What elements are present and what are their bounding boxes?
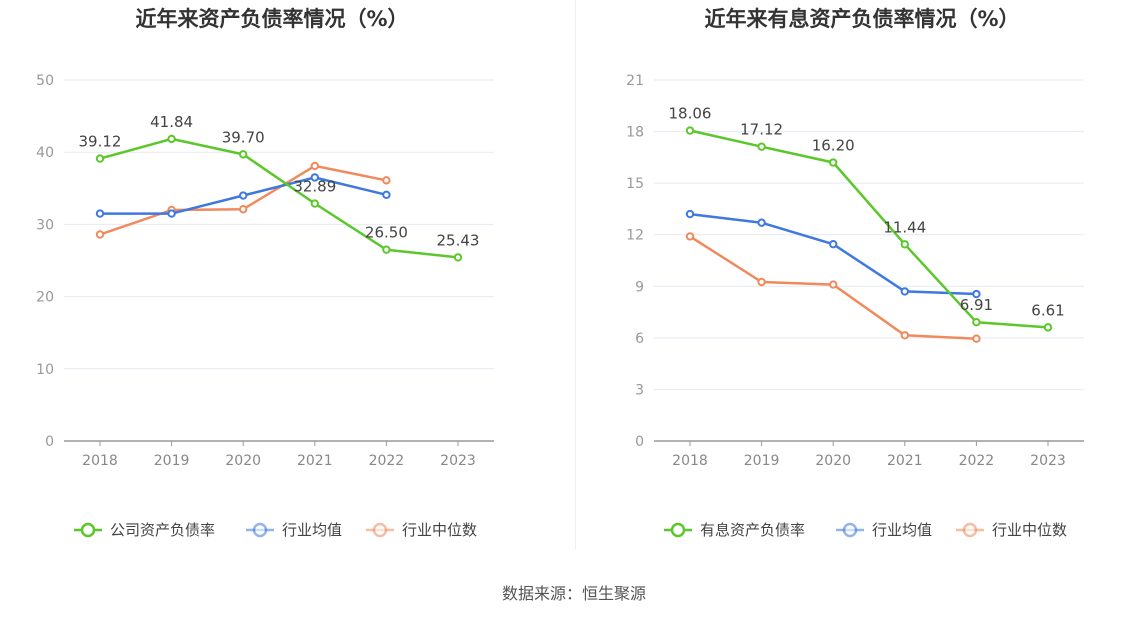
debt-ratio-chart-panel: 近年来资产负债率情况（%） 0 10 20 30 40 50 2018 2019 2020 2021… [0, 0, 574, 560]
data-point [382, 190, 391, 199]
series-line [99, 137, 459, 259]
data-point [972, 289, 981, 299]
data-point [829, 280, 838, 289]
data-label: 16.20 [812, 137, 855, 155]
data-label: 26.50 [365, 224, 408, 242]
data-point [685, 232, 695, 241]
data-point [239, 205, 248, 214]
data-point [167, 209, 176, 218]
y-tick-label: 0 [635, 434, 644, 450]
legend-label: 行业中位数 [402, 521, 477, 539]
data-point [757, 218, 766, 227]
y-tick-label: 6 [635, 331, 644, 347]
x-tick-label: 2023 [1030, 453, 1066, 469]
x-tick-label: 2022 [369, 453, 405, 469]
data-point [95, 230, 105, 239]
data-point [900, 331, 909, 340]
x-tick-label: 2023 [440, 453, 476, 469]
chart-title: 近年来资产负债率情况（%） [135, 7, 408, 31]
data-label: 41.84 [150, 113, 193, 131]
legend-label: 公司资产负债率 [110, 521, 215, 539]
x-tick-label: 2019 [154, 453, 190, 469]
y-tick-label: 15 [626, 176, 644, 192]
x-tick-label: 2022 [959, 453, 995, 469]
y-tick-label: 10 [36, 362, 54, 378]
y-tick-label: 21 [626, 73, 644, 89]
y-tick-label: 20 [36, 290, 54, 306]
x-tick-label: 2020 [225, 453, 261, 469]
data-label: 6.61 [1031, 301, 1064, 319]
interest-debt-ratio-chart: 近年来有息资产负债率情况（%） 0 3 6 9 12 15 18 21 2018 2019 2020 2… [626, 7, 1084, 539]
data-point [900, 287, 909, 296]
data-source-note: 数据来源：恒生聚源 [501, 584, 646, 603]
data-point [829, 158, 838, 167]
legend-label: 行业中位数 [992, 521, 1067, 539]
legend-marker [252, 522, 268, 538]
data-point [757, 277, 766, 287]
data-point [382, 176, 391, 185]
data-point [685, 126, 695, 135]
legend-marker [372, 522, 388, 538]
legend-marker [80, 522, 96, 538]
interest-debt-ratio-chart-panel: 近年来有息资产负债率情况（%） 0 3 6 9 12 15 18 21 2018 2019 2020 2… [574, 0, 1148, 560]
data-point [239, 150, 248, 159]
data-point [239, 191, 248, 200]
data-point [167, 134, 176, 144]
data-label: 39.70 [222, 128, 265, 146]
series-line [689, 129, 1049, 329]
debt-ratio-chart: 近年来资产负债率情况（%） 0 10 20 30 40 50 2018 2019 2020 2021… [36, 7, 494, 539]
y-tick-label: 30 [36, 217, 54, 233]
legend-marker [842, 522, 858, 538]
y-tick-label: 40 [36, 145, 54, 161]
x-tick-label: 2021 [297, 453, 333, 469]
y-tick-label: 50 [36, 73, 54, 89]
chart-title: 近年来有息资产负债率情况（%） [704, 7, 1019, 31]
legend-marker [670, 522, 686, 538]
data-label: 6.91 [960, 296, 993, 314]
data-point [310, 161, 319, 171]
data-point [1043, 323, 1053, 332]
y-tick-label: 18 [626, 125, 644, 141]
y-tick-label: 3 [635, 382, 644, 398]
data-point [310, 199, 319, 208]
data-label: 39.12 [79, 133, 122, 151]
x-tick-label: 2018 [672, 453, 708, 469]
data-point [757, 142, 766, 151]
x-tick-label: 2018 [82, 453, 118, 469]
data-label: 25.43 [437, 231, 480, 249]
data-point [95, 154, 105, 163]
data-label: 11.44 [883, 218, 926, 236]
legend-marker [962, 522, 978, 538]
panel-divider [575, 0, 576, 550]
data-point [972, 334, 981, 343]
data-point [972, 318, 981, 327]
legend-label: 有息资产负债率 [700, 521, 805, 539]
data-label: 32.89 [293, 178, 336, 196]
data-point [310, 173, 319, 182]
data-label: 17.12 [740, 121, 783, 139]
legend-label: 行业均值 [282, 521, 342, 539]
data-point [685, 209, 695, 219]
data-point [382, 245, 391, 254]
data-point [900, 240, 909, 249]
x-tick-label: 2019 [744, 453, 780, 469]
data-point [829, 239, 838, 249]
x-tick-label: 2020 [815, 453, 851, 469]
data-point [453, 253, 463, 262]
y-tick-label: 9 [635, 279, 644, 295]
y-tick-label: 12 [626, 228, 644, 244]
y-tick-label: 0 [45, 434, 54, 450]
x-tick-label: 2021 [887, 453, 923, 469]
data-label: 18.06 [669, 105, 712, 123]
legend-label: 行业均值 [872, 521, 932, 539]
data-point [95, 209, 105, 218]
